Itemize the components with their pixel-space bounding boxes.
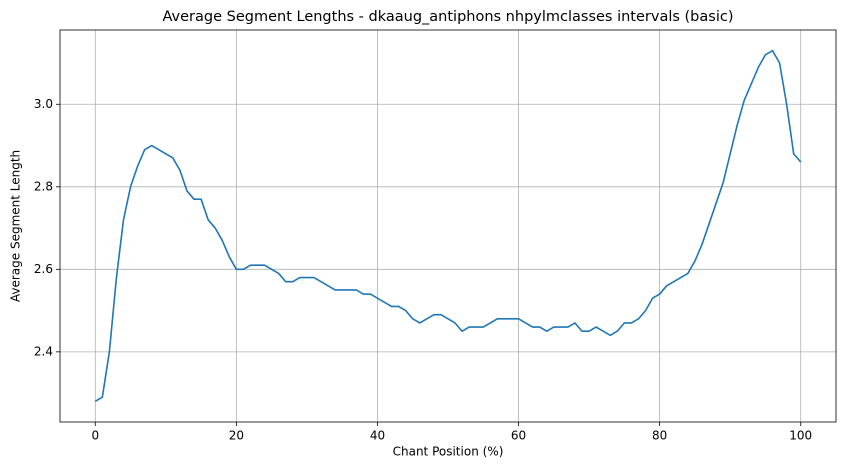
x-tick-label: 80	[652, 429, 667, 443]
y-tick-label: 2.8	[34, 179, 53, 193]
x-tick-label: 60	[511, 429, 526, 443]
x-tick-label: 100	[789, 429, 812, 443]
x-tick-label: 40	[370, 429, 385, 443]
x-axis-label: Chant Position (%)	[393, 445, 504, 459]
y-tick-label: 2.6	[34, 262, 53, 276]
y-tick-label: 3.0	[34, 97, 53, 111]
chart-title: Average Segment Lengths - dkaaug_antipho…	[162, 9, 733, 25]
data-line	[94, 49, 802, 403]
y-tick-label: 2.4	[34, 344, 53, 358]
x-tick-label: 20	[229, 429, 244, 443]
plot-frame	[59, 29, 837, 423]
y-axis-label: Average Segment Length	[9, 150, 23, 302]
x-tick-label: 0	[91, 429, 99, 443]
